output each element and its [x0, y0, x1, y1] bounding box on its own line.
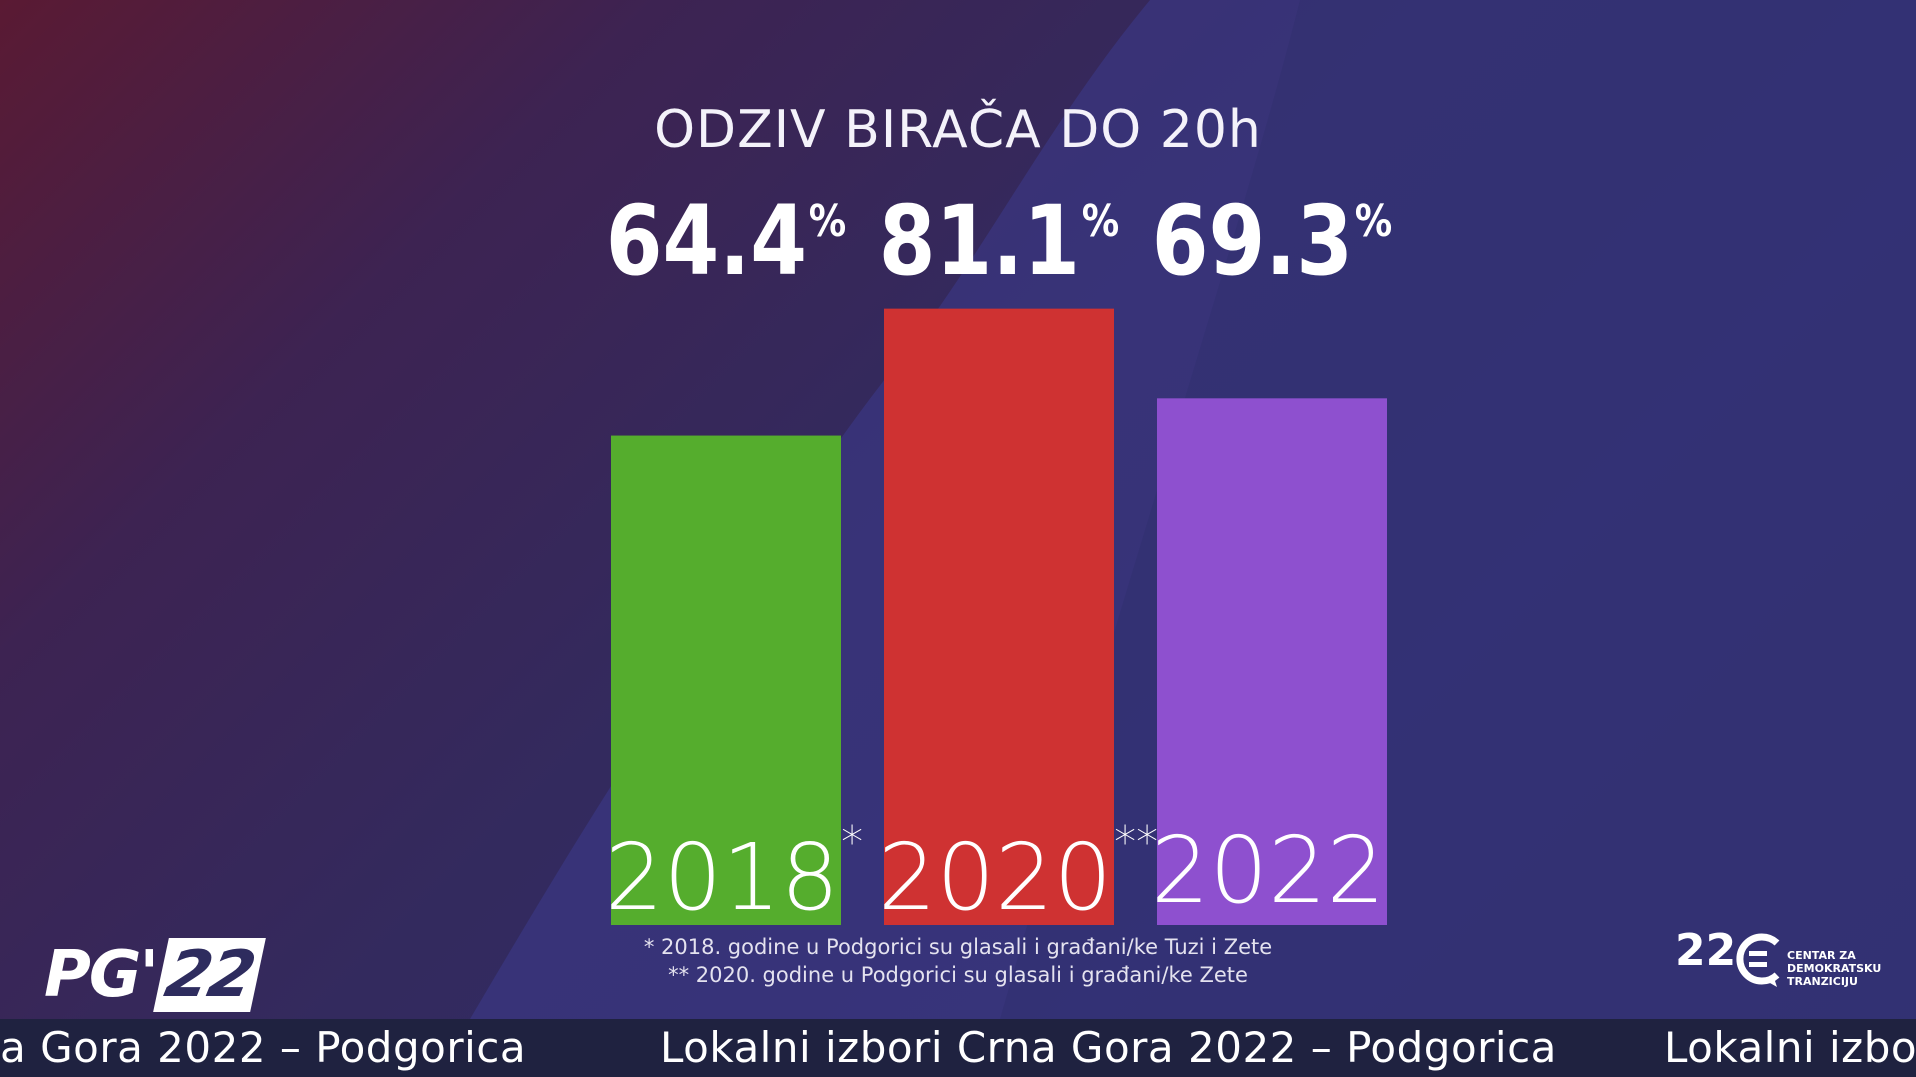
cdt-logo-text: CENTAR ZA DEMOKRATSKU TRANZICIJU: [1787, 949, 1882, 988]
bar-2022: [1157, 398, 1387, 925]
value-unit: %: [1354, 196, 1393, 247]
footnote-2018: * 2018. godine u Podgorici su glasali i …: [643, 935, 1273, 959]
pg22-logo-prefix: PG': [44, 938, 159, 1012]
pg22-logo-number: 22: [153, 938, 266, 1012]
value-label-2018: 64.4%: [599, 185, 854, 297]
value-label-2020: 81.1%: [872, 185, 1127, 297]
category-text: 2018: [605, 824, 840, 931]
ticker-item-3: Lokalni izbor: [1664, 1023, 1916, 1072]
ticker-item-1: a Gora 2022 – Podgorica: [0, 1023, 527, 1072]
chart-title: ODZIV BIRAČA DO 20h: [654, 100, 1262, 160]
value-number: 81.1: [878, 185, 1081, 297]
cdt-logo-line-2: DEMOKRATSKU: [1787, 962, 1882, 975]
news-ticker: a Gora 2022 – Podgorica Lokalni izbori C…: [0, 1019, 1916, 1077]
footnotes: * 2018. godine u Podgorici su glasali i …: [0, 933, 1916, 989]
pg22-logo: PG'22: [44, 938, 266, 1012]
cdt-logo: 22 CENTAR ZA DEMOKRATSKU TRANZICIJU: [1675, 925, 1882, 995]
bar-2020: [884, 308, 1114, 925]
category-label-2018: 2018*: [605, 817, 863, 931]
cdt-logo-icon: [1736, 933, 1780, 987]
cdt-logo-line-3: TRANZICIJU: [1787, 975, 1858, 988]
category-label-2022: 2022: [1151, 817, 1385, 924]
cdt-logo-badge: 22: [1675, 925, 1737, 976]
category-text: 2020: [878, 824, 1113, 931]
value-label-2022: 69.3%: [1145, 185, 1400, 297]
value-number: 69.3: [1151, 185, 1354, 297]
bar-chart: [611, 308, 1387, 925]
cdt-logo-line-1: CENTAR ZA: [1787, 949, 1856, 962]
value-unit: %: [808, 196, 847, 247]
value-unit: %: [1081, 196, 1120, 247]
ticker-item-2: Lokalni izbori Crna Gora 2022 – Podgoric…: [660, 1023, 1557, 1072]
bar-2018: [611, 435, 841, 925]
value-number: 64.4: [605, 185, 808, 297]
footnote-2020: ** 2020. godine u Podgorici su glasali i…: [668, 963, 1248, 987]
category-label-2020: 2020**: [878, 817, 1158, 931]
category-text: 2022: [1151, 817, 1386, 924]
footnote-mark: **: [1114, 817, 1159, 868]
footnote-mark: *: [841, 817, 864, 868]
